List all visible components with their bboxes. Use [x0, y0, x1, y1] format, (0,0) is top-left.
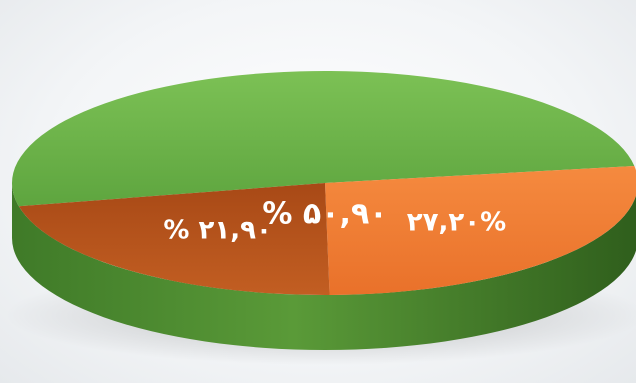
slice-orange	[325, 165, 636, 295]
slice-label-orange: ۲۷,۲۰%	[407, 207, 506, 237]
pie-side-wall	[12, 183, 636, 350]
slice-green	[11, 70, 635, 207]
slice-rust	[18, 183, 330, 295]
slice-label-green: % ۵۰,۹۰	[262, 197, 387, 232]
slice-label-rust: % ۲۱,۹۰	[163, 216, 271, 246]
